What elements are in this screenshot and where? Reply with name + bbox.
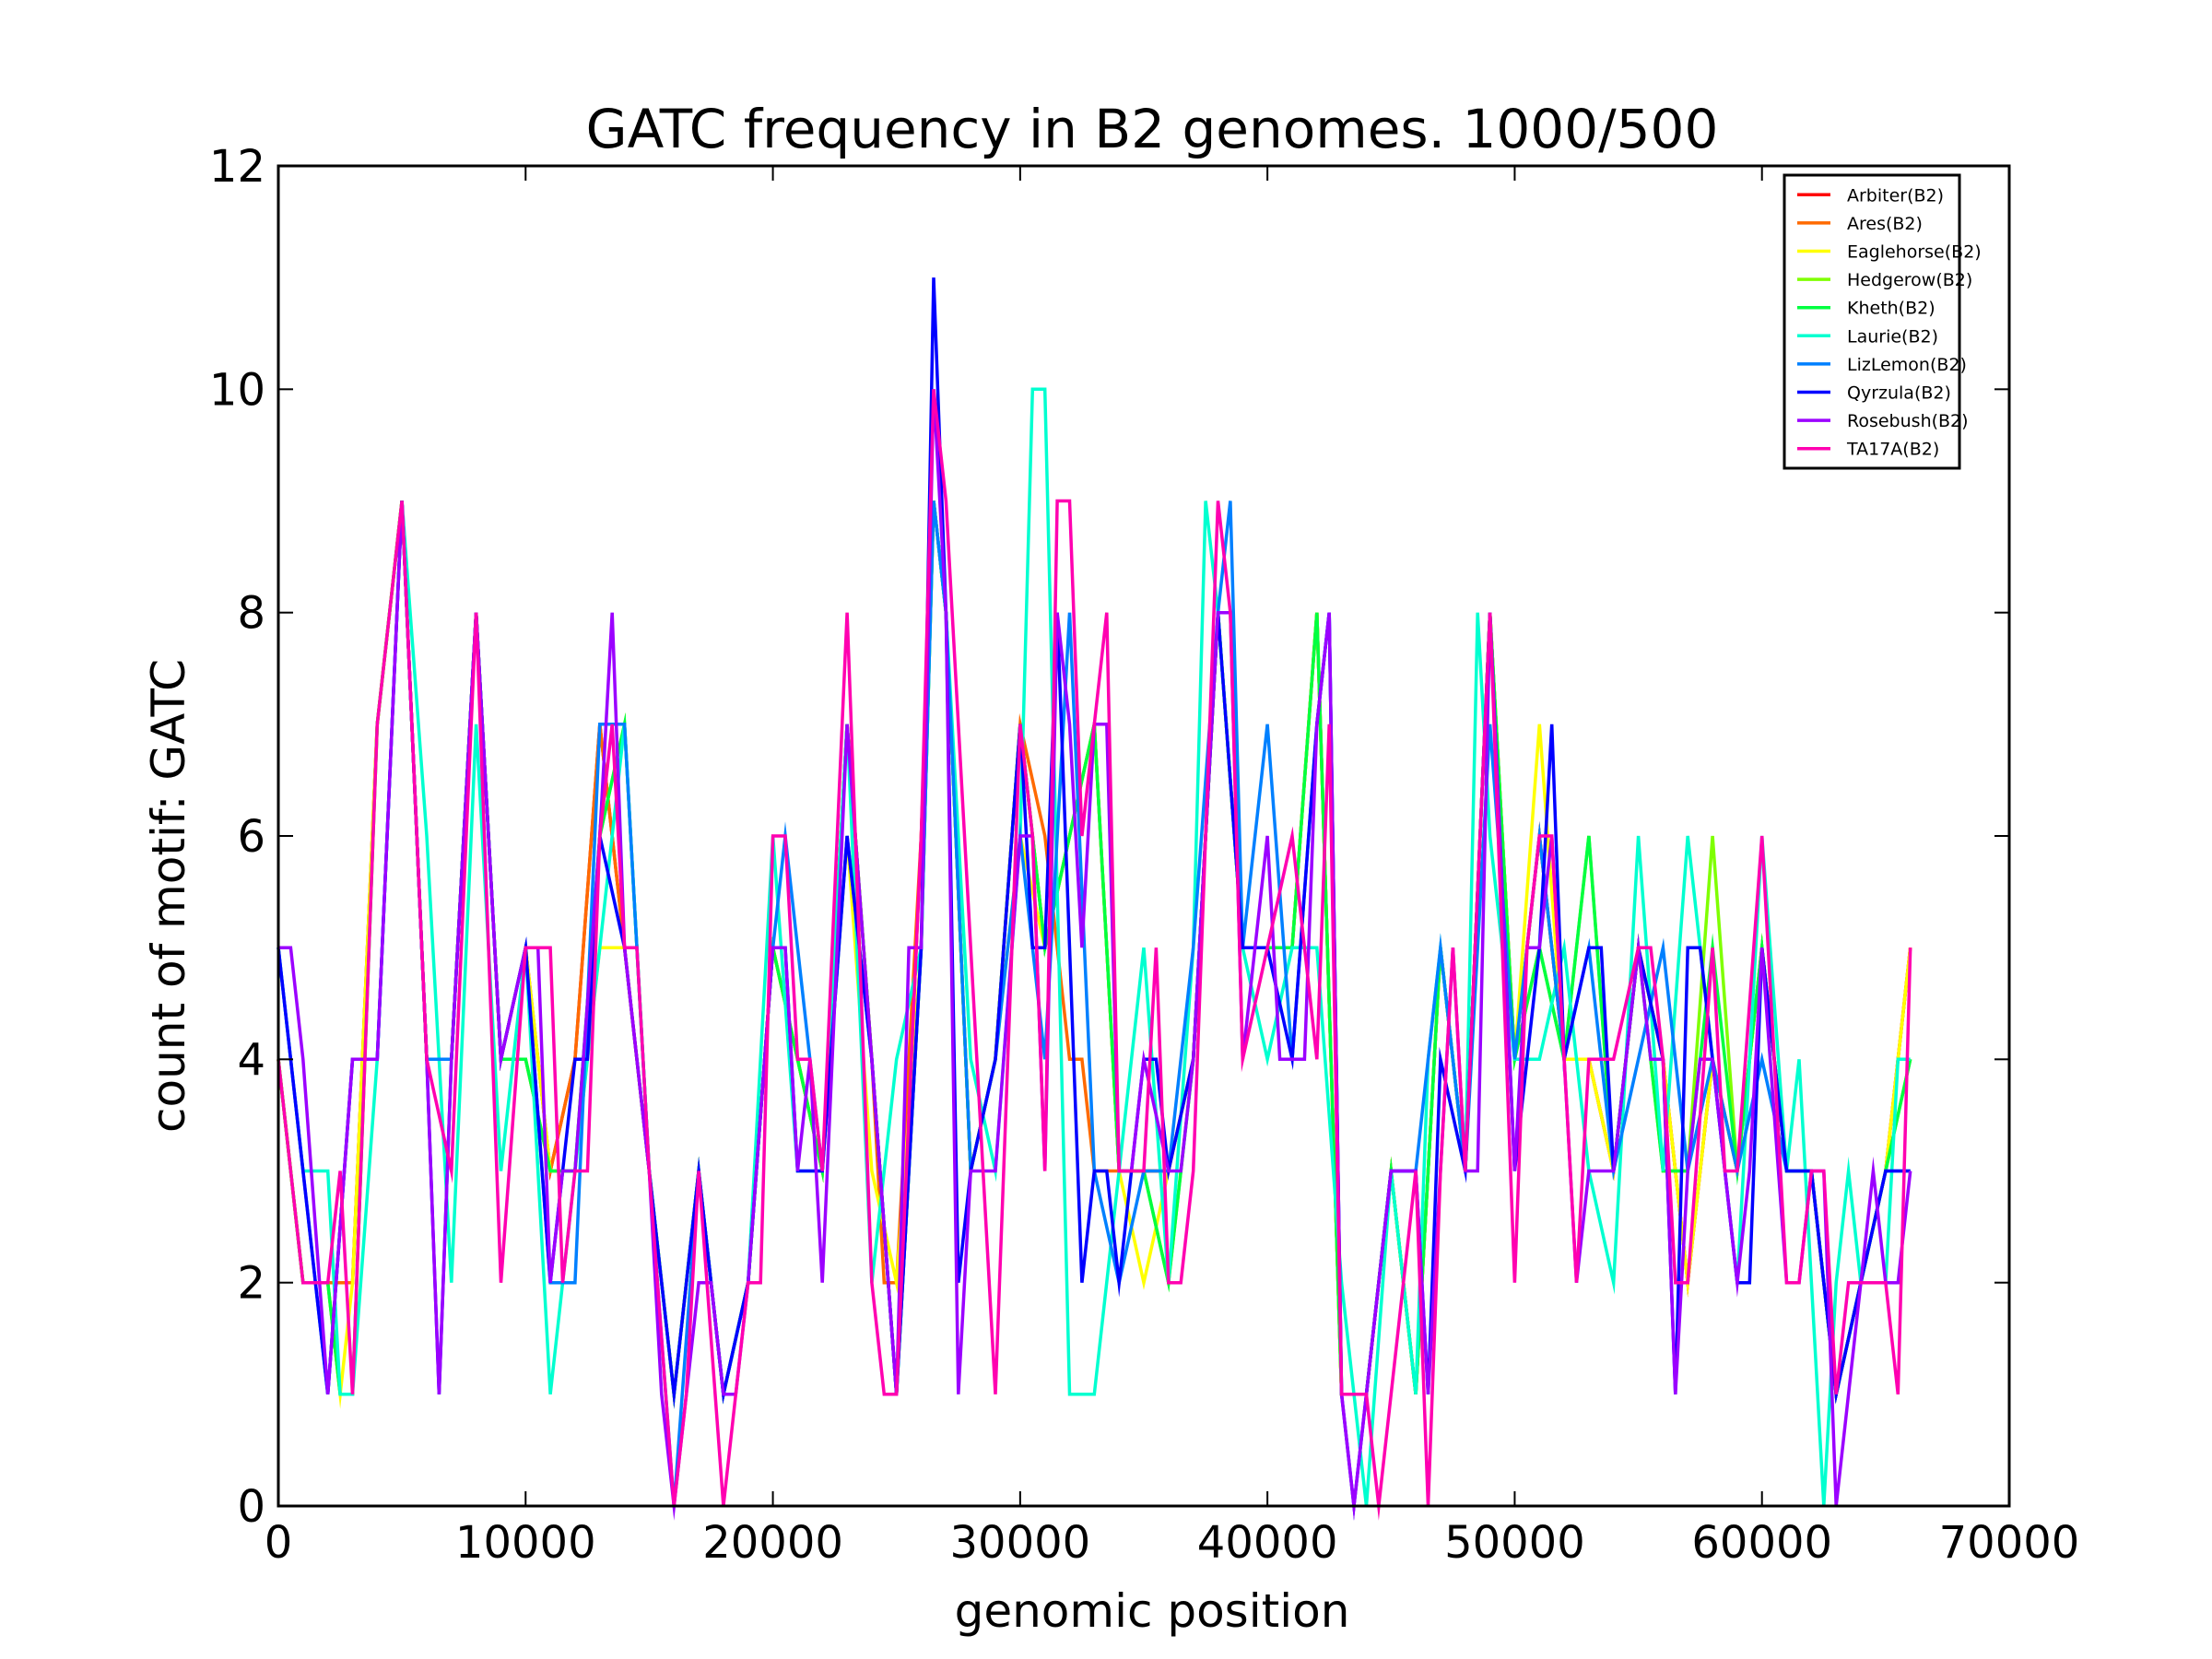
y-tick-label: 10	[209, 364, 265, 416]
x-tick-label: 20000	[702, 1517, 843, 1569]
series-line-10	[276, 389, 1912, 1521]
y-axis-label: count of motif: GATC	[142, 659, 195, 1133]
x-tick-label: 40000	[1197, 1517, 1338, 1569]
legend-entry: Qyrzula(B2)	[1847, 383, 1951, 404]
y-tick-label: 12	[209, 141, 265, 193]
axes-layer: 0 10000 20000 30000 40000 50000 60000 70000 0 2 4 6…	[209, 141, 2079, 1569]
series-layer	[276, 277, 1912, 1521]
legend-entry: LizLemon(B2)	[1847, 355, 1967, 375]
legend-entry: Hedgerow(B2)	[1847, 270, 1972, 290]
series-line-9	[278, 389, 1912, 1521]
x-tick-label: 70000	[1939, 1517, 2080, 1569]
x-tick-label: 50000	[1444, 1517, 1585, 1569]
y-tick-label: 2	[237, 1258, 265, 1310]
x-tick-label: 30000	[950, 1517, 1091, 1569]
y-tick-label: 4	[237, 1034, 265, 1086]
y-tick-label: 8	[237, 588, 265, 640]
legend-entry: Eaglehorse(B2)	[1847, 242, 1982, 263]
x-tick-label: 0	[265, 1517, 293, 1569]
y-tick-label: 6	[237, 811, 265, 863]
x-axis-label: genomic position	[955, 1584, 1350, 1638]
legend-entry: Laurie(B2)	[1847, 326, 1938, 347]
legend-entry: Arbiter(B2)	[1847, 185, 1944, 206]
legend-entry: TA17A(B2)	[1846, 440, 1939, 460]
legend: Arbiter(B2) Ares(B2) Eaglehorse(B2) Hedgero…	[1783, 173, 1982, 470]
chart-title: GATC frequency in B2 genomes. 1000/500	[586, 98, 1719, 160]
x-tick-label: 60000	[1691, 1517, 1832, 1569]
x-tick-label: 10000	[455, 1517, 596, 1569]
legend-entry: Ares(B2)	[1847, 214, 1923, 234]
y-tick-label: 0	[237, 1481, 265, 1533]
legend-entry: Kheth(B2)	[1847, 299, 1936, 319]
legend-entry: Rosebush(B2)	[1847, 411, 1969, 431]
